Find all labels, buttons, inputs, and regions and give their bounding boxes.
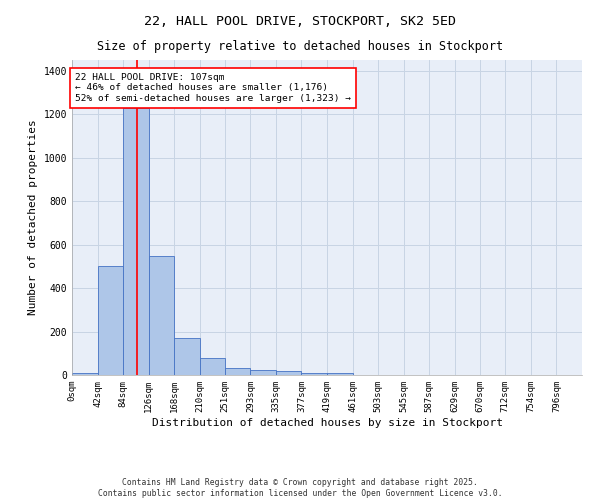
Bar	[174, 338, 200, 375]
Bar	[149, 256, 174, 375]
Bar	[327, 373, 353, 375]
Text: 22, HALL POOL DRIVE, STOCKPORT, SK2 5ED: 22, HALL POOL DRIVE, STOCKPORT, SK2 5ED	[144, 15, 456, 28]
Bar	[276, 370, 301, 375]
Bar	[72, 373, 98, 375]
X-axis label: Distribution of detached houses by size in Stockport: Distribution of detached houses by size …	[151, 418, 503, 428]
Bar	[123, 108, 149, 375]
Text: Size of property relative to detached houses in Stockport: Size of property relative to detached ho…	[97, 40, 503, 53]
Y-axis label: Number of detached properties: Number of detached properties	[28, 120, 38, 316]
Text: Contains HM Land Registry data © Crown copyright and database right 2025.
Contai: Contains HM Land Registry data © Crown c…	[98, 478, 502, 498]
Bar	[225, 368, 250, 375]
Bar	[250, 370, 276, 375]
Text: 22 HALL POOL DRIVE: 107sqm
← 46% of detached houses are smaller (1,176)
52% of s: 22 HALL POOL DRIVE: 107sqm ← 46% of deta…	[75, 73, 351, 103]
Bar	[301, 373, 327, 375]
Bar	[200, 358, 225, 375]
Bar	[98, 266, 123, 375]
